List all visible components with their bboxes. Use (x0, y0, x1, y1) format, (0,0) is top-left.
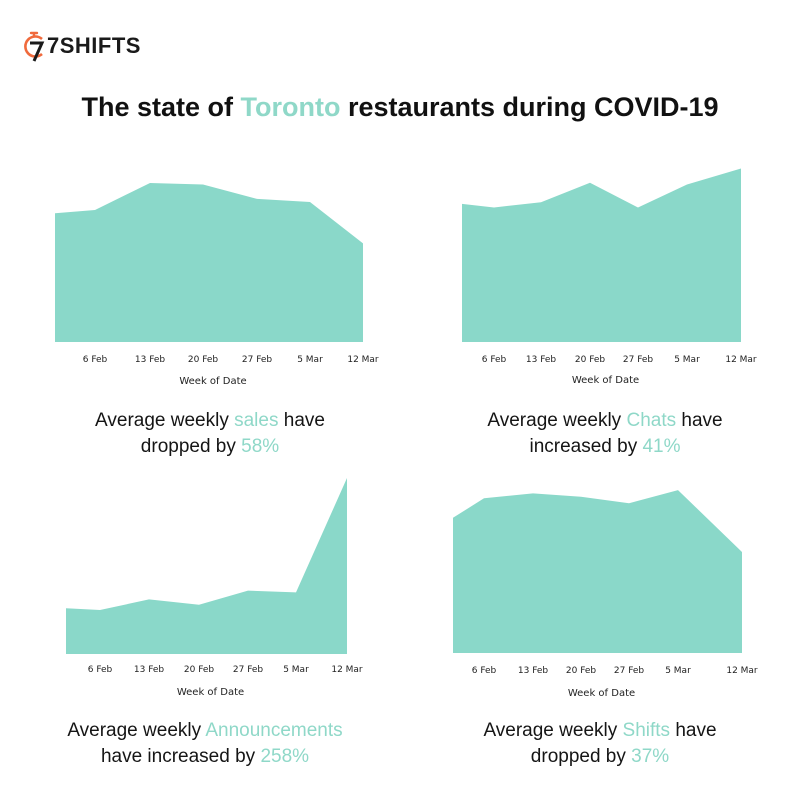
x-tick-label: 27 Feb (242, 355, 273, 365)
x-axis-title: Week of Date (568, 688, 635, 699)
x-tick-label: 20 Feb (184, 665, 215, 675)
logo: 7SHIFTS (22, 30, 141, 62)
caption-highlight-percent: 37% (631, 746, 670, 767)
x-tick-label: 20 Feb (575, 355, 606, 365)
caption-text: Average weekly (487, 410, 627, 431)
x-tick-label: 12 Mar (331, 665, 363, 675)
caption-text: have increased by (100, 746, 261, 767)
x-tick-label: 6 Feb (482, 355, 507, 365)
caption-highlight-metric: Shifts (622, 720, 671, 741)
x-tick-label: 12 Mar (347, 355, 379, 365)
chats-area-chart: 6 Feb 13 Feb 20 Feb 27 Feb 5 Mar 12 Mar Week o… (462, 168, 757, 386)
x-tick-label: 27 Feb (614, 666, 645, 676)
announcements-area-chart: 6 Feb 13 Feb 20 Feb 27 Feb 5 Mar 12 Mar Week o… (66, 478, 363, 698)
x-tick-label: 5 Mar (297, 355, 323, 365)
x-tick-label: 13 Feb (135, 355, 166, 365)
caption-announcements: Average weekly Announcements have increa… (40, 718, 370, 770)
caption-highlight-percent: 58% (241, 436, 280, 457)
caption-shifts: Average weekly Shifts have dropped by 37… (435, 718, 765, 770)
caption-highlight-percent: 41% (642, 436, 681, 457)
x-axis-title: Week of Date (572, 375, 639, 386)
page-title: The state of Toronto restaurants during … (0, 92, 800, 123)
x-tick-label: 6 Feb (88, 665, 113, 675)
area-series (462, 168, 741, 342)
x-tick-label: 13 Feb (518, 666, 549, 676)
caption-text: increased by (529, 436, 643, 457)
x-tick-label: 12 Mar (725, 355, 757, 365)
x-tick-label: 20 Feb (188, 355, 219, 365)
caption-text: dropped by (530, 746, 632, 767)
caption-highlight-metric: Announcements (205, 720, 343, 741)
x-axis-title: Week of Date (179, 376, 246, 387)
chart-panel-sales: 6 Feb 13 Feb 20 Feb 27 Feb 5 Mar 12 Mar Week o… (55, 175, 395, 390)
caption-text: have (670, 720, 717, 741)
x-tick-label: 13 Feb (526, 355, 557, 365)
chart-panel-announcements: 6 Feb 13 Feb 20 Feb 27 Feb 5 Mar 12 Mar Week o… (64, 478, 364, 703)
x-tick-label: 13 Feb (134, 665, 165, 675)
caption-text: Average weekly (95, 410, 235, 431)
caption-chats: Average weekly Chats have increased by 4… (440, 408, 770, 460)
logo-text: 7SHIFTS (47, 33, 141, 58)
area-series (66, 478, 347, 654)
x-tick-label: 6 Feb (83, 355, 108, 365)
caption-highlight-metric: Chats (626, 410, 677, 431)
caption-sales: Average weekly sales have dropped by 58% (45, 408, 375, 460)
sales-area-chart: 6 Feb 13 Feb 20 Feb 27 Feb 5 Mar 12 Mar Week o… (55, 183, 379, 387)
caption-text: have (676, 410, 723, 431)
x-tick-label: 6 Feb (472, 666, 497, 676)
x-tick-label: 27 Feb (233, 665, 264, 675)
area-series (55, 183, 363, 342)
caption-text: dropped by (140, 436, 242, 457)
x-tick-label: 5 Mar (665, 666, 691, 676)
caption-text: Average weekly (483, 720, 623, 741)
x-tick-label: 12 Mar (726, 666, 758, 676)
caption-highlight-percent: 258% (260, 746, 310, 767)
caption-text: have (278, 410, 325, 431)
x-axis-title: Week of Date (177, 687, 244, 698)
chart-panel-chats: 6 Feb 13 Feb 20 Feb 27 Feb 5 Mar 12 Mar Week o… (458, 165, 758, 390)
area-series (453, 490, 742, 653)
x-tick-label: 5 Mar (674, 355, 700, 365)
title-highlight-city: Toronto (240, 92, 341, 122)
title-text-after: restaurants during COVID-19 (340, 92, 719, 122)
shifts-area-chart: 6 Feb 13 Feb 20 Feb 27 Feb 5 Mar 12 Mar Week o… (453, 490, 758, 699)
chart-panel-shifts: 6 Feb 13 Feb 20 Feb 27 Feb 5 Mar 12 Mar Week o… (451, 482, 761, 707)
caption-text: Average weekly (67, 720, 206, 741)
x-tick-label: 27 Feb (623, 355, 654, 365)
caption-highlight-metric: sales (234, 410, 279, 431)
x-tick-label: 20 Feb (566, 666, 597, 676)
stopwatch-seven-icon (24, 31, 45, 62)
title-text-before: The state of (81, 92, 241, 122)
x-tick-label: 5 Mar (283, 665, 309, 675)
